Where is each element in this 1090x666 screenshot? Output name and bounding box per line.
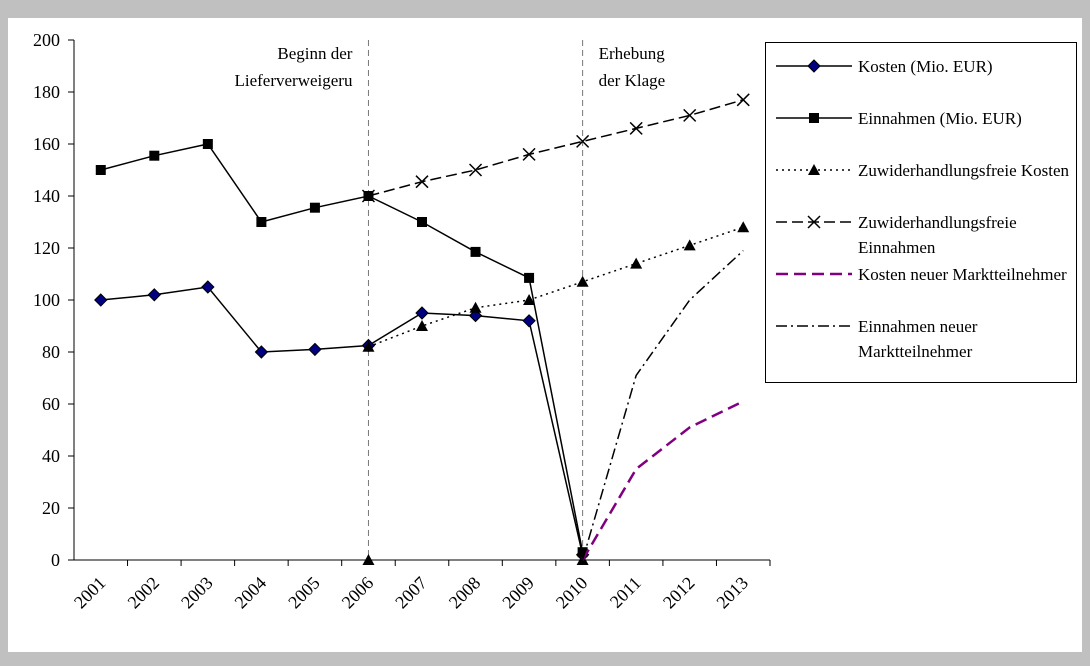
legend-swatch bbox=[776, 215, 852, 229]
series-line bbox=[581, 400, 744, 561]
marker bbox=[808, 164, 820, 175]
y-tick-label: 180 bbox=[33, 82, 60, 102]
legend-label: Kosten (Mio. EUR) bbox=[858, 57, 993, 76]
marker bbox=[629, 121, 643, 135]
annotation: Beginn der bbox=[277, 44, 352, 63]
marker bbox=[469, 301, 482, 313]
y-tick-label: 120 bbox=[33, 238, 60, 258]
legend-entry: Einnahmen neuer Marktteilnehmer bbox=[766, 303, 1076, 361]
marker bbox=[683, 239, 696, 251]
marker bbox=[147, 288, 162, 302]
legend-label: Einnahmen (Mio. EUR) bbox=[858, 109, 1022, 128]
y-tick-label: 20 bbox=[42, 498, 60, 518]
marker bbox=[416, 320, 428, 331]
marker bbox=[95, 165, 106, 175]
marker bbox=[415, 306, 429, 320]
marker bbox=[470, 246, 481, 257]
y-tick-label: 60 bbox=[42, 394, 60, 414]
marker bbox=[807, 59, 821, 73]
marker bbox=[577, 547, 588, 558]
marker bbox=[417, 217, 427, 227]
marker bbox=[361, 189, 375, 203]
series-line bbox=[581, 250, 744, 561]
marker bbox=[736, 93, 750, 107]
y-tick-label: 160 bbox=[33, 134, 60, 154]
y-tick-label: 40 bbox=[42, 446, 60, 466]
marker bbox=[809, 113, 819, 123]
marker bbox=[202, 139, 213, 149]
legend-entry: Kosten neuer Marktteilnehmer bbox=[766, 251, 1076, 303]
legend-swatch bbox=[776, 164, 852, 175]
legend-swatch bbox=[776, 272, 852, 276]
marker bbox=[254, 345, 269, 359]
legend-entry: Zuwiderhandlungsfreie Kosten bbox=[766, 147, 1076, 199]
y-tick-label: 0 bbox=[51, 550, 60, 570]
legend-entry: Einnahmen (Mio. EUR) bbox=[766, 95, 1076, 147]
marker bbox=[149, 150, 160, 161]
legend-label: Kosten neuer Marktteilnehmer bbox=[858, 265, 1067, 284]
series-line bbox=[100, 143, 584, 553]
y-tick-label: 100 bbox=[33, 290, 60, 310]
annotation: der Klage bbox=[599, 71, 666, 90]
legend-swatch bbox=[776, 113, 852, 123]
legend-label: Einnahmen neuer Marktteilnehmer bbox=[858, 317, 978, 361]
legend: Kosten (Mio. EUR) Einnahmen (Mio. EUR) Zuw… bbox=[765, 42, 1077, 383]
y-tick-label: 140 bbox=[33, 186, 60, 206]
annotation: Erhebung bbox=[599, 44, 666, 63]
marker bbox=[576, 134, 590, 148]
marker bbox=[415, 175, 429, 189]
event-marker bbox=[362, 554, 375, 565]
legend-swatch bbox=[776, 325, 852, 327]
marker bbox=[308, 342, 322, 357]
legend-entry: Kosten (Mio. EUR) bbox=[766, 43, 1076, 95]
series-line bbox=[368, 99, 744, 197]
marker bbox=[522, 147, 536, 161]
marker bbox=[362, 340, 375, 352]
marker bbox=[256, 217, 267, 227]
marker bbox=[523, 294, 536, 305]
y-tick-label: 200 bbox=[33, 30, 60, 50]
marker bbox=[94, 293, 108, 307]
marker bbox=[309, 202, 320, 213]
marker bbox=[522, 314, 536, 328]
series-line bbox=[100, 286, 584, 555]
marker bbox=[683, 108, 697, 122]
annotation: Lieferverweigeru bbox=[234, 71, 352, 90]
y-tick-label: 80 bbox=[42, 342, 60, 362]
series-line bbox=[368, 226, 744, 348]
legend-label: Zuwiderhandlungsfreie Kosten bbox=[858, 161, 1070, 180]
marker bbox=[576, 275, 589, 287]
legend-swatch bbox=[776, 59, 852, 73]
marker bbox=[737, 221, 750, 233]
legend-label: Zuwiderhandlungsfreie Einnahmen bbox=[858, 213, 1017, 257]
marker bbox=[630, 257, 643, 269]
marker bbox=[524, 272, 535, 283]
legend-entry: Zuwiderhandlungsfreie Einnahmen bbox=[766, 199, 1076, 257]
marker bbox=[807, 215, 821, 229]
marker bbox=[469, 163, 483, 177]
marker bbox=[201, 280, 215, 294]
